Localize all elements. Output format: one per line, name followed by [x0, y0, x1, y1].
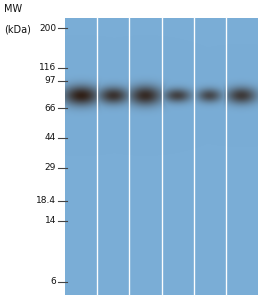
Text: 18.4: 18.4 [36, 196, 56, 205]
Text: 14: 14 [45, 216, 56, 225]
Text: 6: 6 [50, 277, 56, 286]
Text: 200: 200 [39, 24, 56, 33]
Text: MW: MW [4, 4, 22, 14]
Text: 116: 116 [39, 63, 56, 72]
Text: 66: 66 [44, 104, 56, 113]
Text: (kDa): (kDa) [4, 24, 31, 34]
Text: 29: 29 [45, 163, 56, 172]
Text: 97: 97 [44, 76, 56, 85]
Text: 44: 44 [45, 133, 56, 142]
Bar [65, 18, 258, 295]
